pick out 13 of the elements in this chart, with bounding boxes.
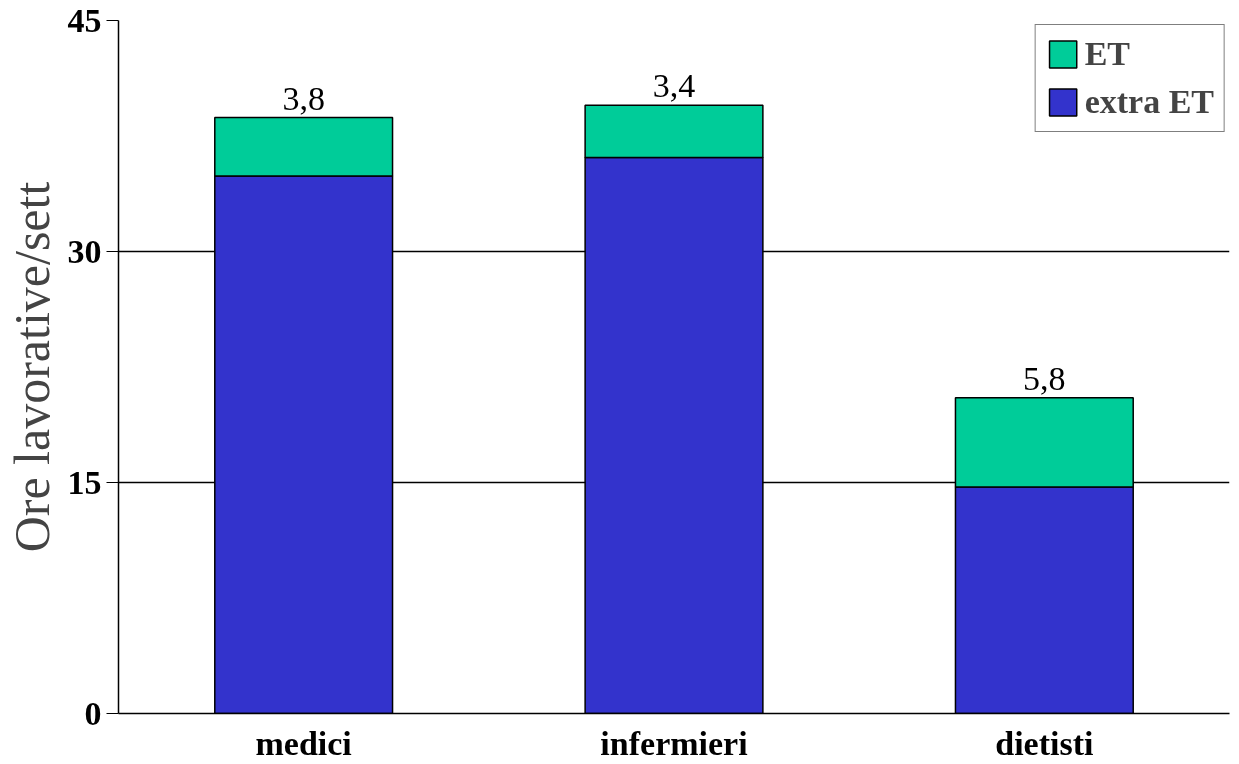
y-tick-label: 15 [67,463,102,501]
data-label: 3,4 [652,67,696,105]
y-tick-label: 45 [67,1,102,39]
data-label: 5,8 [1023,359,1066,397]
x-tick-label: dietisti [995,724,1094,762]
legend-label: extra ET [1084,83,1214,121]
y-tick-label: 30 [67,232,102,270]
x-tick-label: infermieri [600,724,748,762]
data-label: 3,8 [282,79,325,117]
y-tick-label: 0 [84,694,102,732]
legend-label: ET [1084,35,1130,73]
y-axis-title: Ore lavorative/sett [3,181,60,553]
x-tick-label: medici [255,724,352,762]
